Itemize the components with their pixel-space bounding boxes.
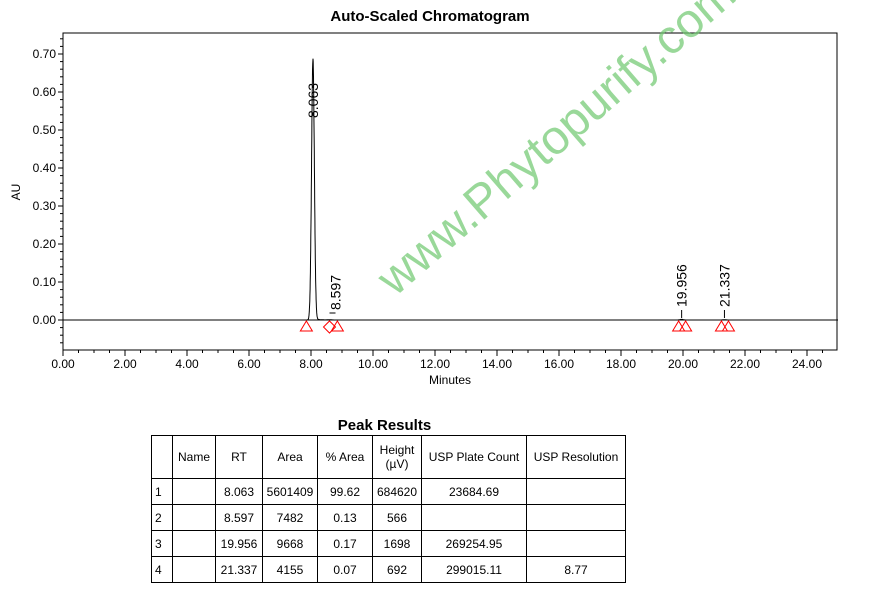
- table-cell: 299015.11: [421, 556, 527, 583]
- peak-label: 21.337: [716, 264, 732, 307]
- x-tick-label: 12.00: [420, 357, 450, 371]
- table-row: 4 21.337 4155 0.07 692 299015.11 8.77: [151, 556, 626, 583]
- x-tick-label: 0.00: [51, 357, 75, 371]
- column-header: Name: [172, 435, 216, 479]
- column-header: % Area: [317, 435, 373, 479]
- peak-end-marker: [330, 320, 345, 332]
- x-tick-label: 4.00: [175, 357, 199, 371]
- chromatogram-chart: Auto-Scaled Chromatogram 0.00 0.10 0.20 0.3…: [9, 8, 838, 387]
- y-tick-label: 0.10: [33, 275, 57, 289]
- peak-label: 8.597: [328, 275, 344, 310]
- peak-end-marker: [678, 320, 693, 332]
- x-axis-label: Minutes: [429, 373, 471, 387]
- table-cell: 8.77: [526, 556, 626, 583]
- peak-start-marker: [714, 320, 729, 332]
- table-cell: [172, 478, 216, 505]
- column-header: Area: [262, 435, 318, 479]
- table-cell: [172, 530, 216, 557]
- axes: 0.00 0.10 0.20 0.30 0.40 0.50 0.60 0.70 0.00 2.00…: [33, 38, 837, 371]
- table-cell: 566: [372, 504, 422, 531]
- peak-marks: 8.063 8.597 19.956 21.337: [299, 83, 736, 334]
- column-header: USP Plate Count: [421, 435, 527, 479]
- peak-start-marker: [671, 320, 686, 332]
- y-tick-label: 0.60: [33, 85, 57, 99]
- table-cell: 5601409: [262, 478, 318, 505]
- table-cell: 269254.95: [421, 530, 527, 557]
- table-cell: 3: [151, 530, 173, 557]
- table-cell: 2: [151, 504, 173, 531]
- table-cell: [526, 530, 626, 557]
- x-tick-label: 18.00: [606, 357, 636, 371]
- x-tick-label: 10.00: [358, 357, 388, 371]
- x-tick-label: 6.00: [237, 357, 261, 371]
- y-axis-label: AU: [9, 184, 23, 201]
- table-cell: 4: [151, 556, 173, 583]
- table-cell: 692: [372, 556, 422, 583]
- column-header: RT: [215, 435, 263, 479]
- peak-label: 19.956: [674, 264, 690, 307]
- column-header: [151, 435, 173, 479]
- table-cell: 7482: [262, 504, 318, 531]
- table-row: 3 19.956 9668 0.17 1698 269254.95: [151, 530, 626, 557]
- table-cell: [172, 504, 216, 531]
- table-cell: [421, 504, 527, 531]
- table-cell: 99.62: [317, 478, 373, 505]
- x-tick-label: 2.00: [113, 357, 137, 371]
- x-tick-label: 22.00: [730, 357, 760, 371]
- y-tick-label: 0.20: [33, 237, 57, 251]
- header-row: Name RT Area% Area Height (µV) USP Plate Cou…: [151, 435, 626, 479]
- table-cell: 0.17: [317, 530, 373, 557]
- chart-title: Auto-Scaled Chromatogram: [330, 8, 529, 25]
- peak-marker: [322, 320, 337, 334]
- table-cell: 4155: [262, 556, 318, 583]
- table-row: 2 8.597 7482 0.13 566: [151, 504, 626, 531]
- x-tick-label: 24.00: [792, 357, 822, 371]
- peak-label: 8.063: [305, 83, 321, 118]
- y-tick-label: 0.40: [33, 161, 57, 175]
- table-cell: 9668: [262, 530, 318, 557]
- table-cell: 0.13: [317, 504, 373, 531]
- table-cell: [526, 504, 626, 531]
- chromatogram-trace: [63, 58, 838, 321]
- table-cell: 8.063: [215, 478, 263, 505]
- table-cell: [526, 478, 626, 505]
- x-tick-label: 20.00: [668, 357, 698, 371]
- y-tick-label: 0.30: [33, 199, 57, 213]
- peak-start-marker: [299, 320, 314, 332]
- y-tick-label: 0.70: [33, 47, 57, 61]
- table-cell: 19.956: [215, 530, 263, 557]
- table-cell: [172, 556, 216, 583]
- table-cell: 23684.69: [421, 478, 527, 505]
- x-tick-label: 14.00: [482, 357, 512, 371]
- column-header: USP Resolution: [526, 435, 626, 479]
- x-tick-label: 16.00: [544, 357, 574, 371]
- table-cell: 0.07: [317, 556, 373, 583]
- table-cell: 8.597: [215, 504, 263, 531]
- y-tick-label: 0.00: [33, 313, 57, 327]
- table-cell: 684620: [372, 478, 422, 505]
- table-cell: 21.337: [215, 556, 263, 583]
- y-tick-label: 0.50: [33, 123, 57, 137]
- x-tick-label: 8.00: [299, 357, 323, 371]
- table-cell: 1: [151, 478, 173, 505]
- peak-end-marker: [721, 320, 736, 332]
- column-header: Height (µV): [372, 435, 422, 479]
- table-cell: 1698: [372, 530, 422, 557]
- table-row: 1 8.063 5601409 99.62 684620 23684.69: [151, 478, 626, 505]
- peak-results-table: Name RT Area% Area Height (µV) USP Plate Cou…: [151, 435, 626, 583]
- peak-results-title: Peak Results: [337, 417, 432, 434]
